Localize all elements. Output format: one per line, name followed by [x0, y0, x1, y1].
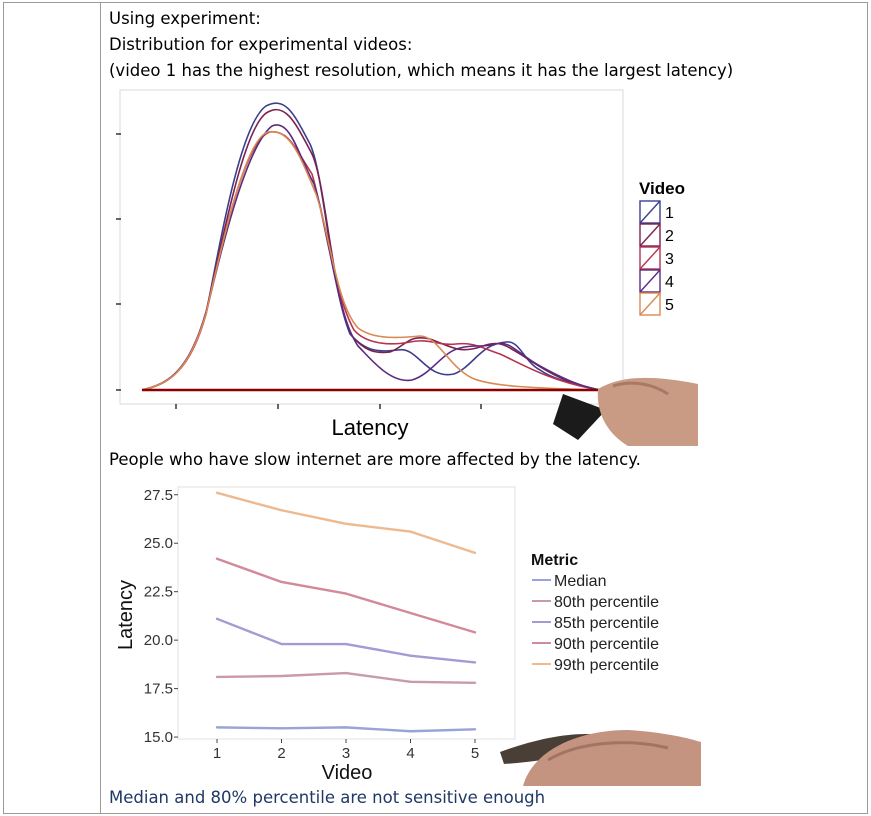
density-curve-video-5: [141, 130, 601, 391]
line-legend-label: 80th percentile: [554, 594, 659, 611]
line-y-axis-label: Latency: [115, 580, 137, 650]
line-x-tick-label: 2: [277, 745, 285, 762]
line-y-tick-label: 17.5: [144, 681, 173, 698]
line-plot-panel: [177, 486, 516, 740]
density-curves: [141, 102, 601, 391]
line-point: [344, 642, 348, 646]
hand-image: [500, 730, 701, 786]
density-legend: 1 2 3 4 5: [639, 200, 674, 316]
line-legend-label: 99th percentile: [554, 657, 659, 674]
line-y-tick-label: 27.5: [144, 487, 173, 504]
line-x-ticks: 1 2 3 4 5: [213, 739, 479, 762]
line-point: [280, 727, 283, 730]
line-point: [280, 580, 283, 584]
line-point: [473, 631, 477, 634]
line-legend-label: 85th percentile: [554, 615, 659, 632]
table-cell-left: [3, 2, 101, 814]
line-x-tick-label: 1: [213, 745, 221, 762]
density-legend-label-5: 5: [665, 297, 674, 314]
line-x-tick-label: 5: [471, 745, 479, 762]
intro-line-1: Using experiment:: [109, 9, 261, 28]
line-point: [409, 730, 412, 733]
line-y-ticks: 15.0 17.5 20.0 22.5 25.0 27.5: [144, 487, 178, 746]
table-cell-right: [101, 2, 868, 814]
line-y-tick-label: 22.5: [144, 584, 173, 601]
line-y-tick-label: 15.0: [144, 729, 173, 746]
intro-line-3: (video 1 has the highest resolution, whi…: [109, 61, 734, 80]
line-point: [409, 530, 412, 533]
intro-line-2: Distribution for experimental videos:: [109, 35, 413, 54]
density-plot-panel: [119, 89, 624, 405]
line-point: [215, 617, 219, 621]
density-legend-key-line-3: [639, 246, 661, 270]
caption-middle: People who have slow internet are more a…: [109, 450, 641, 469]
line-point: [344, 522, 348, 526]
line-point: [215, 675, 219, 679]
line-point: [473, 681, 477, 684]
density-legend-label-1: 1: [665, 205, 674, 222]
line-x-tick-label: 4: [406, 745, 414, 762]
density-legend-label-4: 4: [665, 274, 674, 291]
density-legend-key-line-5: [639, 292, 661, 316]
line-x-tick-label: 3: [342, 745, 350, 762]
line-point: [344, 726, 348, 729]
hand-with-pen-image: [553, 377, 698, 446]
line-point: [473, 661, 477, 664]
density-legend-title: Video: [639, 179, 685, 198]
line-point: [409, 611, 412, 615]
line-point: [409, 680, 412, 684]
line-point: [215, 726, 219, 729]
line-point: [473, 728, 477, 731]
line-series: [215, 491, 477, 733]
line-point: [409, 654, 412, 657]
density-legend-label-2: 2: [665, 228, 674, 245]
line-y-tick-label: 25.0: [144, 535, 173, 552]
density-legend-label-3: 3: [665, 251, 674, 268]
caption-bottom: Median and 80% percentile are not sensit…: [109, 788, 546, 807]
density-x-ticks: [175, 404, 482, 409]
density-legend-key-line-1: [639, 200, 661, 224]
line-point: [215, 491, 219, 495]
density-legend-key-line-4: [639, 269, 661, 293]
line-legend-label: 90th percentile: [554, 636, 659, 653]
line-legend: Median 80th percentile 85th percentile 90th…: [532, 573, 659, 674]
line-point: [473, 551, 477, 555]
line-point: [280, 642, 283, 646]
line-point: [215, 557, 219, 560]
density-legend-key-line-2: [639, 223, 661, 247]
density-y-ticks: [116, 133, 121, 391]
line-point: [344, 592, 348, 595]
line-y-tick-label: 20.0: [144, 632, 173, 649]
percentile-line-chart: 15.0 17.5 20.0 22.5 25.0 27.5 1 2 3 4 5 Latency V…: [115, 486, 701, 786]
line-x-axis-label: Video: [322, 762, 373, 784]
line-legend-title: Metric: [531, 552, 578, 569]
line-point: [280, 509, 283, 512]
line-legend-label: Median: [554, 573, 606, 590]
density-x-axis-label: Latency: [331, 415, 408, 440]
line-point: [344, 671, 348, 675]
line-point: [280, 674, 283, 678]
density-chart: Latency Video 1 2 3 4 5: [116, 89, 698, 446]
